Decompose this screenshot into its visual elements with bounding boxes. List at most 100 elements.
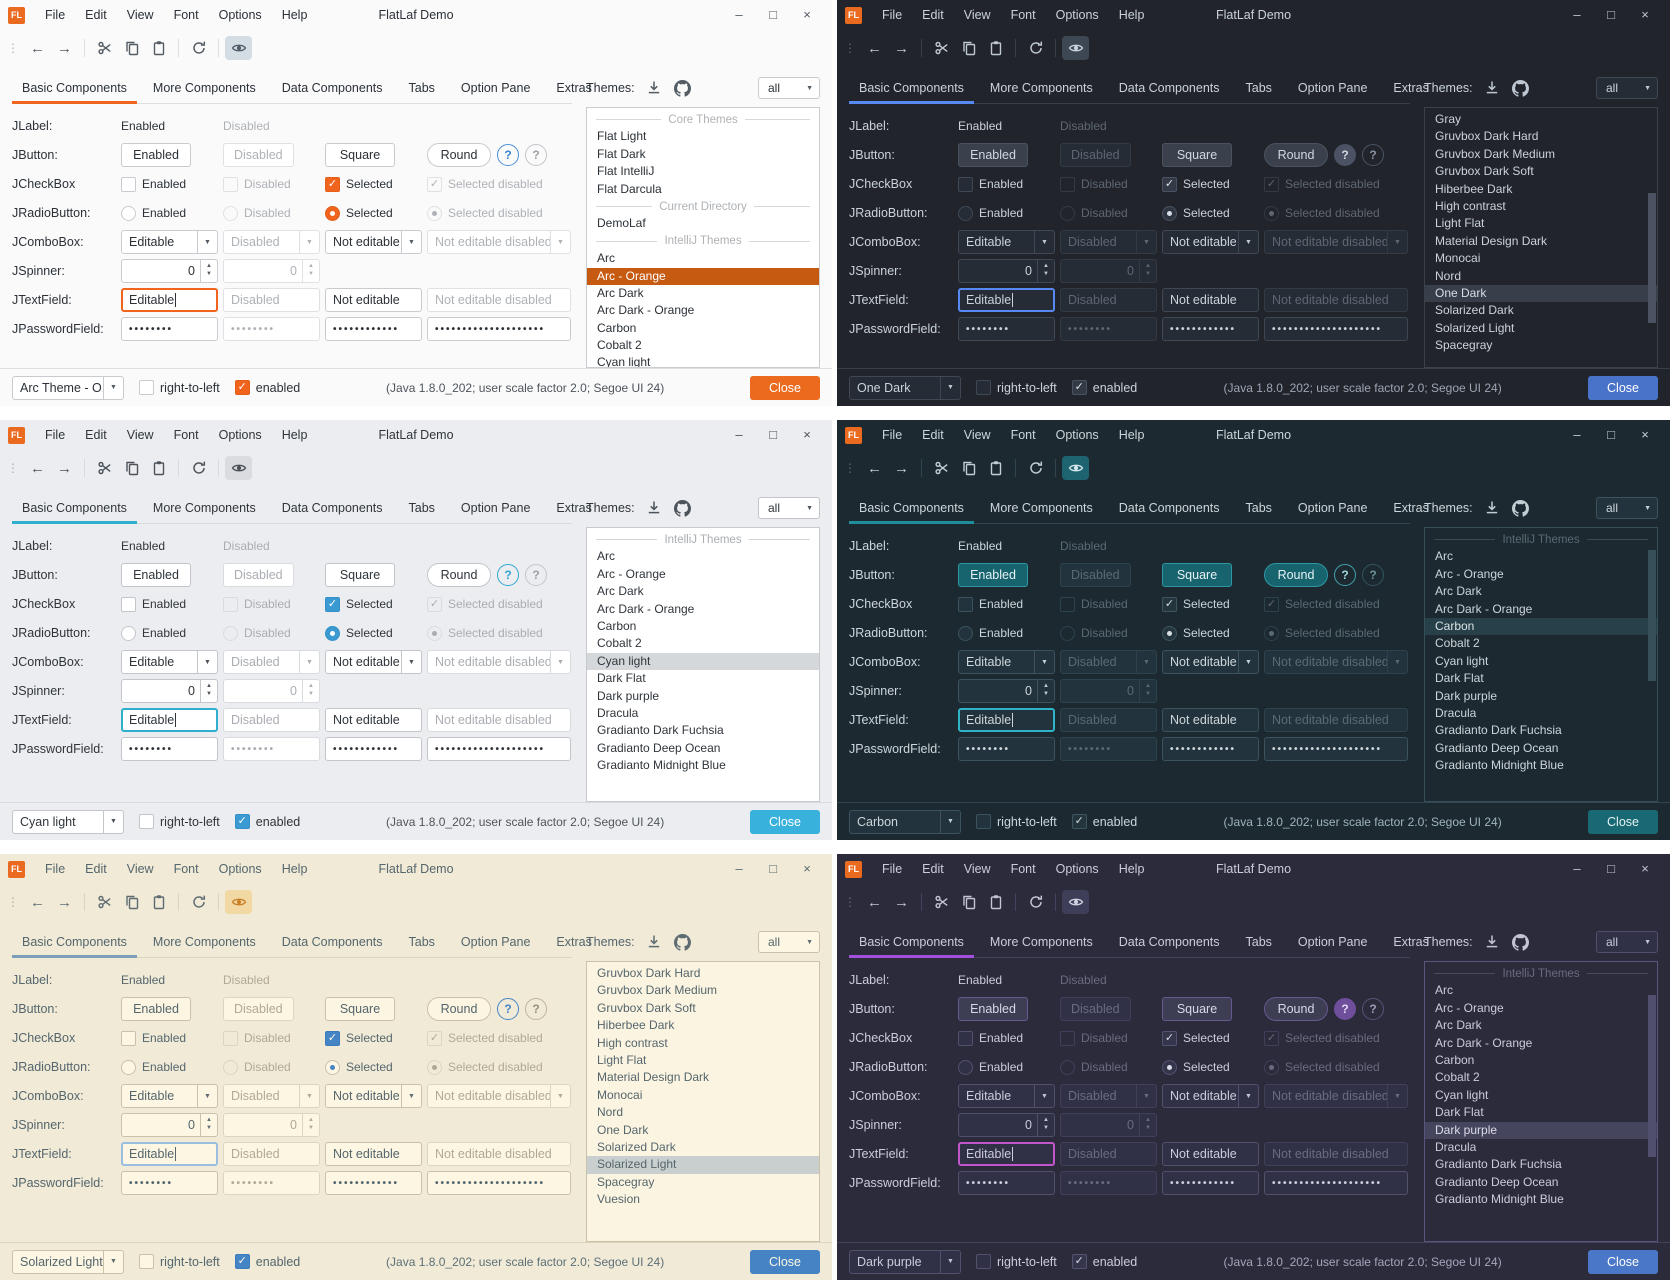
jradiobutton-selected[interactable]: Selected (1162, 621, 1259, 645)
paste-button[interactable] (145, 36, 172, 60)
jradiobutton-disabled[interactable]: Disabled (1060, 621, 1157, 645)
help-disabled-button[interactable]: ? (1362, 564, 1384, 586)
theme-item-arc[interactable]: Arc (597, 549, 615, 564)
jspinner-0-spinner[interactable]: 0 ▲ ▼ (1060, 259, 1157, 283)
right-to-left-checkbox[interactable]: right-to-left (139, 814, 220, 829)
menu-help[interactable]: Help (1118, 8, 1145, 22)
tab-more-components[interactable]: More Components (989, 934, 1093, 949)
theme-item-solarized-dark[interactable]: Solarized Dark (1435, 303, 1514, 318)
copy-button[interactable] (955, 890, 982, 914)
jtextfield-not-editable-disabled-textfield[interactable]: Not editable disabled (1264, 1142, 1408, 1166)
menu-font[interactable]: Font (1010, 8, 1036, 22)
jtextfield-not-editable-disabled-textfield[interactable]: Not editable disabled (427, 1142, 571, 1166)
jtextfield-editable-textfield[interactable]: Editable (121, 1142, 218, 1166)
copy-button[interactable] (955, 36, 982, 60)
jcheckbox-selected-disabled[interactable]: ✓ Selected disabled (1264, 592, 1408, 616)
tab-data-components[interactable]: Data Components (1118, 934, 1220, 949)
jcheckbox-disabled[interactable]: Disabled (223, 592, 320, 616)
menu-help[interactable]: Help (281, 8, 308, 22)
jpasswordfield-field-0[interactable]: •••••••• (121, 737, 218, 761)
toolbar-grip-icon[interactable]: ⋮ (844, 461, 856, 475)
theme-item-arc-dark-orange[interactable]: Arc Dark - Orange (1435, 1035, 1533, 1050)
jspinner-0-spinner[interactable]: 0 ▲ ▼ (958, 1113, 1055, 1137)
show-hidden-toggle-button[interactable] (1062, 890, 1089, 914)
menu-edit[interactable]: Edit (85, 428, 107, 442)
jradiobutton-selected-disabled[interactable]: Selected disabled (1264, 1055, 1408, 1079)
jtextfield-not-editable-textfield[interactable]: Not editable (1162, 708, 1259, 732)
tab-extras[interactable]: Extras (1393, 500, 1429, 515)
jtextfield-disabled-textfield[interactable]: Disabled (223, 708, 320, 732)
spinner-arrows-icon[interactable]: ▲ ▼ (1037, 260, 1054, 282)
github-button[interactable] (673, 932, 693, 952)
theme-item-carbon[interactable]: Carbon (1435, 1052, 1475, 1067)
jbutton-round-button[interactable]: Round (427, 997, 491, 1021)
jpasswordfield-field-0[interactable]: •••••••• (121, 1171, 218, 1195)
theme-item-gruvbox-dark-soft[interactable]: Gruvbox Dark Soft (1435, 164, 1534, 179)
menu-options[interactable]: Options (218, 428, 262, 442)
jcheckbox-enabled[interactable]: Enabled (958, 1026, 1055, 1050)
theme-item-flat-darcula[interactable]: Flat Darcula (597, 181, 662, 196)
tab-extras[interactable]: Extras (1393, 80, 1429, 95)
jradiobutton-selected[interactable]: Selected (1162, 201, 1259, 225)
theme-item-material-design-dark[interactable]: Material Design Dark (597, 1070, 710, 1085)
theme-item-arc-dark[interactable]: Arc Dark (1435, 1018, 1482, 1033)
menu-file[interactable]: File (45, 8, 66, 22)
jbutton-enabled-button[interactable]: Enabled (958, 563, 1028, 587)
menu-view[interactable]: View (126, 428, 154, 442)
jcombobox-not-editable-disabled-combobox[interactable]: Not editable disabled ▼ (427, 230, 571, 254)
theme-item-gradianto-dark-fuchsia[interactable]: Gradianto Dark Fuchsia (1435, 723, 1562, 738)
jcombobox-not-editable-combobox[interactable]: Not editable ▼ (1162, 1084, 1259, 1108)
refresh-button[interactable] (185, 456, 212, 480)
copy-button[interactable] (955, 456, 982, 480)
menu-font[interactable]: Font (1010, 862, 1036, 876)
jradiobutton-selected-disabled[interactable]: Selected disabled (1264, 621, 1408, 645)
toolbar-grip-icon[interactable]: ⋮ (7, 895, 19, 909)
forward-button[interactable]: → (51, 36, 78, 60)
theme-item-dark-purple[interactable]: Dark purple (1425, 1121, 1657, 1139)
toolbar-grip-icon[interactable]: ⋮ (7, 461, 19, 475)
jpasswordfield-field-3[interactable]: •••••••••••••••••••• (1264, 317, 1408, 341)
jbutton-square-button[interactable]: Square (325, 997, 395, 1021)
paste-button[interactable] (982, 36, 1009, 60)
theme-item-dracula[interactable]: Dracula (1435, 1139, 1477, 1154)
theme-item-hiberbee-dark[interactable]: Hiberbee Dark (597, 1018, 675, 1033)
jcheckbox-disabled[interactable]: Disabled (1060, 1026, 1157, 1050)
tab-more-components[interactable]: More Components (152, 934, 256, 949)
close-window-button[interactable]: × (803, 861, 811, 876)
scrollbar-thumb[interactable] (1648, 995, 1656, 1158)
cut-button[interactable] (928, 890, 955, 914)
jcheckbox-enabled[interactable]: Enabled (121, 1026, 218, 1050)
spinner-arrows-icon[interactable]: ▲ ▼ (302, 260, 319, 282)
menu-help[interactable]: Help (1118, 428, 1145, 442)
jspinner-0-spinner[interactable]: 0 ▲ ▼ (1060, 679, 1157, 703)
maximize-button[interactable]: □ (1607, 861, 1615, 876)
jcombobox-not-editable-combobox[interactable]: Not editable ▼ (1162, 230, 1259, 254)
tab-tabs[interactable]: Tabs (408, 80, 435, 95)
theme-selector-combo[interactable]: Carbon ▼ (849, 809, 961, 834)
tab-data-components[interactable]: Data Components (1118, 500, 1220, 515)
jspinner-0-spinner[interactable]: 0 ▲ ▼ (958, 679, 1055, 703)
enabled-checkbox[interactable]: ✓ enabled (1071, 814, 1137, 829)
jcombobox-not-editable-disabled-combobox[interactable]: Not editable disabled ▼ (427, 650, 571, 674)
minimize-button[interactable]: – (1573, 861, 1581, 876)
theme-item-dracula[interactable]: Dracula (597, 705, 639, 720)
jradiobutton-selected[interactable]: Selected (325, 1055, 422, 1079)
jtextfield-not-editable-disabled-textfield[interactable]: Not editable disabled (1264, 288, 1408, 312)
jtextfield-not-editable-textfield[interactable]: Not editable (325, 288, 422, 312)
close-window-button[interactable]: × (803, 7, 811, 22)
spinner-arrows-icon[interactable]: ▲ ▼ (1037, 1114, 1054, 1136)
jspinner-0-spinner[interactable]: 0 ▲ ▼ (223, 679, 320, 703)
jtextfield-disabled-textfield[interactable]: Disabled (223, 288, 320, 312)
help-disabled-button[interactable]: ? (525, 564, 547, 586)
theme-item-gradianto-dark-fuchsia[interactable]: Gradianto Dark Fuchsia (597, 723, 724, 738)
jcombobox-editable-combobox[interactable]: Editable ▼ (121, 1084, 218, 1108)
tab-more-components[interactable]: More Components (989, 500, 1093, 515)
forward-button[interactable]: → (51, 890, 78, 914)
jbutton-square-button[interactable]: Square (1162, 143, 1232, 167)
maximize-button[interactable]: □ (769, 861, 777, 876)
jcheckbox-disabled[interactable]: Disabled (1060, 172, 1157, 196)
theme-item-carbon[interactable]: Carbon (597, 320, 637, 335)
menu-view[interactable]: View (963, 428, 991, 442)
back-button[interactable]: ← (861, 456, 888, 480)
help-disabled-button[interactable]: ? (1362, 998, 1384, 1020)
